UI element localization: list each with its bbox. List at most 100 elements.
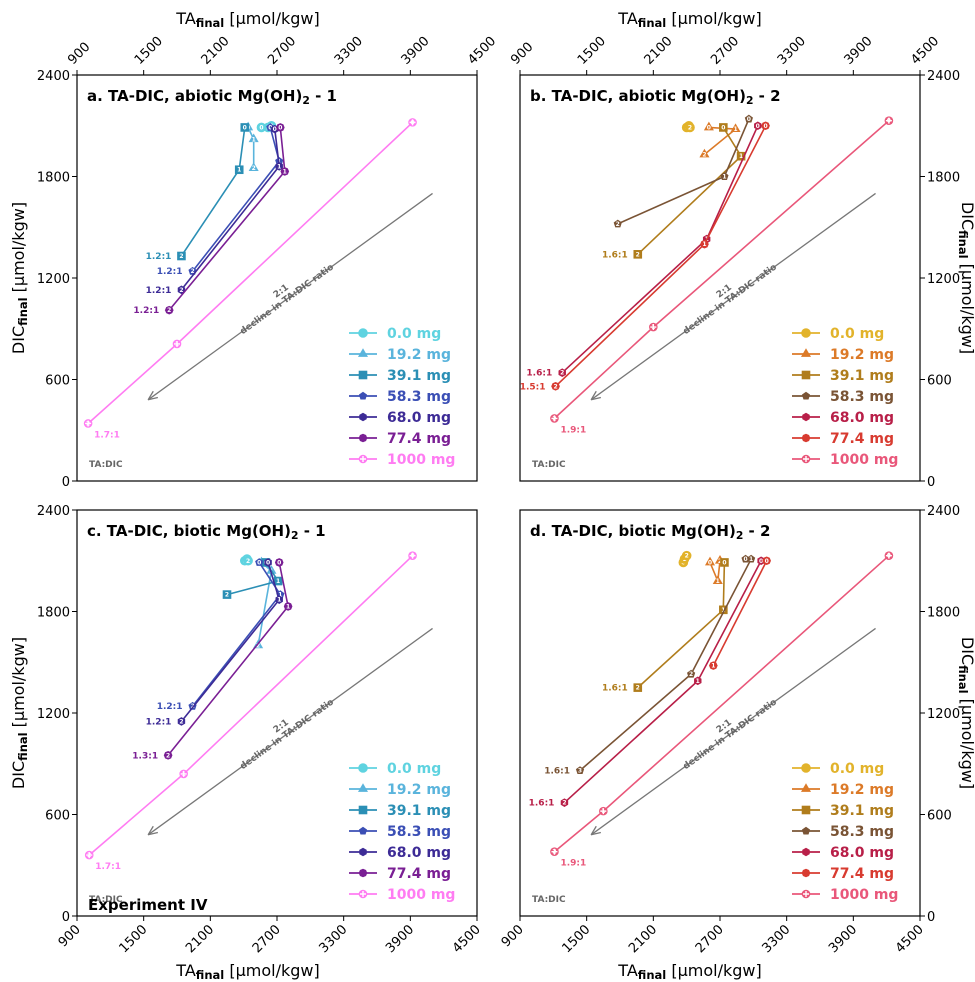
guide-arrow-line: [590, 192, 876, 401]
data-point-cross: [409, 552, 416, 559]
legend-marker: [358, 433, 368, 443]
x-tick-label: 900: [499, 922, 527, 950]
ta-dic-label: TA:DIC: [89, 460, 123, 470]
legend-entry: 58.3 mg: [387, 389, 451, 405]
legend-entry: 68.0 mg: [830, 410, 894, 426]
legend-marker: [801, 805, 811, 815]
data-point-num: 0: [756, 123, 760, 130]
legend-entry: 19.2 mg: [830, 782, 894, 798]
data-point-num: 0: [765, 558, 769, 565]
x-tick-label: 2100: [183, 922, 217, 956]
y-axis-title-bottom-right: DICfinal [µmol/kgw]: [956, 637, 975, 789]
legend-marker: [359, 847, 367, 857]
legend-entry: 19.2 mg: [387, 782, 451, 798]
data-point-num: 0: [273, 126, 277, 133]
data-point: [730, 123, 741, 133]
data-point: [762, 556, 771, 566]
legend: 0.0 mg 19.2 mg 39.1 mg 58.3 mg 68.0 mg 77.4 m…: [792, 326, 898, 468]
data-point-num: 0: [747, 116, 751, 123]
data-point: [172, 339, 182, 349]
guide-label: 2:1decline in TA:DIC ratio: [676, 689, 779, 772]
x-tick-label: 3300: [332, 34, 366, 68]
x-tick-label: 4500: [893, 922, 927, 956]
data-point-num: 2: [190, 268, 194, 275]
data-point: [700, 239, 709, 249]
data-point-num: 0: [266, 559, 270, 566]
series-0-0-mg: 012: [239, 554, 253, 566]
legend-marker: [801, 433, 811, 443]
legend-entry: 39.1 mg: [387, 368, 451, 384]
data-point: [560, 798, 569, 807]
data-point: [633, 250, 643, 259]
legend: 0.0 mg 19.2 mg 39.1 mg 58.3 mg 68.0 mg 77.4 m…: [792, 761, 898, 903]
data-point-num: 1: [721, 607, 725, 614]
guide-label: 2:1decline in TA:DIC ratio: [676, 254, 779, 337]
data-point-cross: [180, 770, 187, 777]
x-tick-label: 1500: [575, 34, 609, 68]
data-point-num: 2: [87, 852, 91, 859]
data-point: [685, 122, 695, 133]
legend-marker: [358, 763, 368, 773]
data-point: [754, 121, 762, 131]
panel-c: 900 1500 2100 2700 3300 3900 45000600120018002…: [37, 504, 484, 956]
data-point-num: 2: [552, 415, 556, 422]
series-77-4-mg: 0 1 2 1.5:1: [520, 121, 770, 392]
data-point: [558, 368, 566, 378]
legend-entry: 0.0 mg: [387, 326, 441, 342]
data-point: [719, 123, 728, 132]
x-tick-label: 3900: [826, 922, 860, 956]
data-point-num: 1: [749, 556, 753, 563]
data-point: [694, 676, 702, 686]
panel-b: 900 1500 2100 2700 3300 3900 45000600120018002…: [508, 34, 960, 490]
x-tick-label: 1500: [116, 922, 150, 956]
panel-d: 900 1500 2100 2700 3300 3900 45000600120018002…: [499, 504, 960, 956]
data-point-num: 2: [689, 671, 693, 678]
data-point: [551, 381, 560, 391]
data-point: [240, 123, 250, 132]
data-point: [274, 558, 284, 567]
legend-entry: 77.4 mg: [830, 866, 894, 882]
legend-entry: 68.0 mg: [830, 845, 894, 861]
x-tick-label: 4500: [450, 922, 484, 956]
data-point-num: 0: [257, 559, 261, 566]
data-point-num: 2: [179, 253, 183, 260]
y-tick-label: 2400: [927, 504, 960, 519]
guide-arrow-line: [147, 192, 433, 401]
legend-entry: 1000 mg: [830, 887, 898, 903]
legend-entry: 77.4 mg: [830, 431, 894, 447]
data-point-num: 0: [268, 124, 272, 131]
legend-entry: 1000 mg: [387, 887, 455, 903]
data-point-num: 0: [243, 124, 247, 131]
legend-entry: 77.4 mg: [387, 431, 451, 447]
series-39-1-mg: 0 1 2 1.2:1: [146, 123, 250, 262]
guide-arrow-head: [590, 825, 601, 836]
panel-title: c. TA-DIC, biotic Mg(OH)2 - 1: [87, 522, 326, 542]
legend-marker-cross: [360, 891, 366, 897]
data-point: [720, 558, 729, 567]
data-point: [884, 551, 894, 560]
data-point-num: 2: [553, 383, 557, 390]
x-axis-title-top-right: TAfinal [µmol/kgw]: [617, 9, 761, 30]
legend-entry: 58.3 mg: [387, 824, 451, 840]
legend-marker: [802, 412, 810, 422]
experiment-label: Experiment IV: [88, 896, 208, 914]
data-point-num: 1: [252, 136, 256, 143]
data-point-num: 1: [722, 174, 726, 181]
ratio-label: 1.2:1: [133, 306, 159, 316]
legend-entry: 0.0 mg: [830, 761, 884, 777]
data-point: [408, 118, 417, 127]
data-point-num: 2: [552, 849, 556, 856]
x-tick-label: 900: [56, 922, 84, 950]
legend-entry: 0.0 mg: [830, 326, 884, 342]
data-point-num: 2: [167, 307, 171, 314]
data-point: [649, 322, 658, 332]
x-tick-label: 2700: [693, 922, 727, 956]
x-tick-label: 2700: [708, 34, 742, 68]
legend-marker: [359, 412, 367, 422]
y-tick-label: 1200: [37, 272, 70, 287]
